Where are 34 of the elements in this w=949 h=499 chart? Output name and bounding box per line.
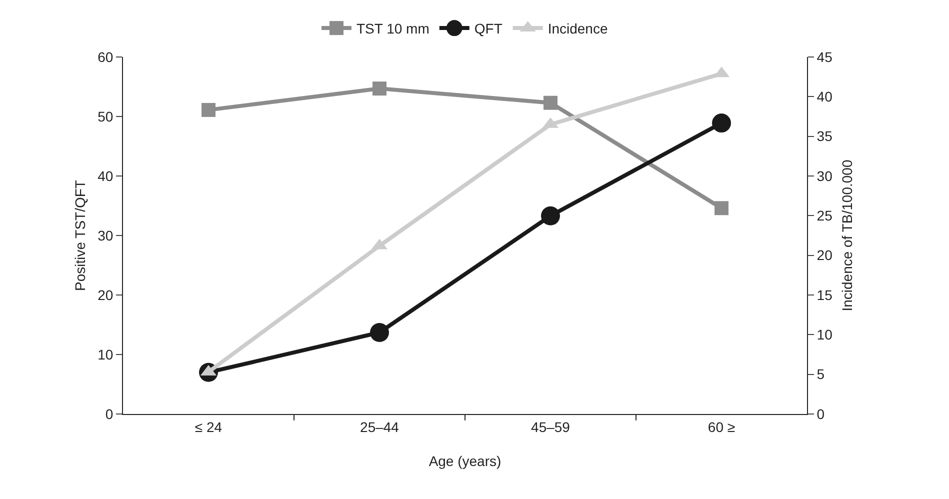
y2-tick-label: 25: [816, 208, 833, 224]
legend-label: TST 10 mm: [356, 20, 430, 36]
y2-tick-label: 10: [816, 326, 833, 343]
x-tick-label: 60 ≥: [708, 418, 736, 435]
x-axis-title: Age (years): [428, 453, 502, 469]
y-tick-label: 20: [98, 286, 114, 303]
legend-label: QFT: [474, 20, 503, 36]
legend-label: Incidence: [548, 20, 608, 36]
x-tick-label: ≤ 24: [194, 418, 222, 435]
point: [372, 82, 386, 96]
point: [202, 102, 216, 117]
point: [370, 322, 389, 342]
y-tick-label: 10: [98, 346, 114, 362]
y2-tick-label: 5: [816, 366, 825, 382]
y2-tick-label: 40: [816, 88, 833, 105]
y-axis-title: Positive TST/QFT: [72, 180, 88, 291]
y-tick-label: 30: [98, 227, 114, 244]
y2-tick-label: 35: [816, 128, 833, 144]
point: [712, 114, 731, 133]
y-tick-label: 40: [98, 168, 114, 184]
y-tick-label: 50: [98, 108, 114, 124]
y2-tick-label: 0: [816, 406, 825, 422]
y2-axis-title: Incidence of TB/100.000: [839, 160, 855, 312]
point: [544, 96, 558, 110]
point: [714, 201, 728, 216]
y2-tick-label: 45: [816, 48, 833, 65]
y2-tick-label: 15: [816, 286, 833, 303]
y-tick-label: 0: [105, 406, 114, 422]
point: [541, 206, 560, 226]
x-tick-label: 25–44: [360, 418, 400, 435]
y-tick-label: 60: [98, 48, 114, 65]
y2-tick-label: 30: [816, 168, 833, 184]
x-tick-label: 45–59: [531, 418, 570, 435]
y2-tick-label: 20: [816, 247, 833, 264]
